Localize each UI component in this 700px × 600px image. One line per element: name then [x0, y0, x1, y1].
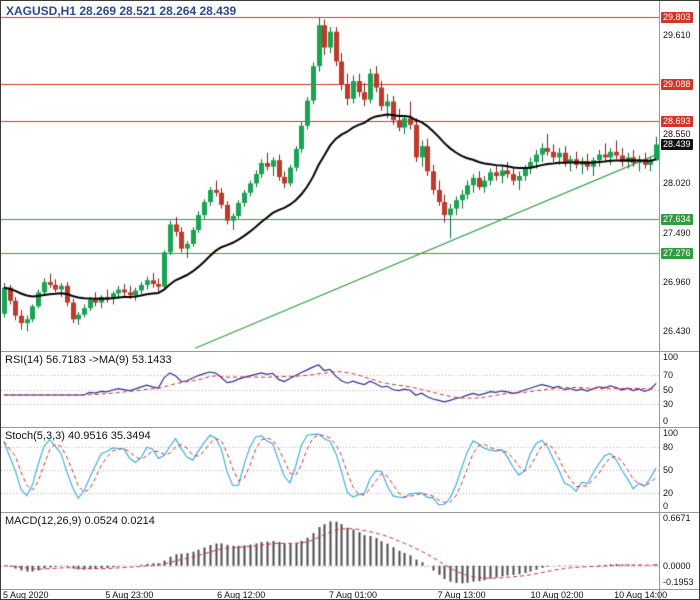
price-tick-label: 29.610	[663, 30, 691, 41]
stochastic-tick-label: 0	[663, 501, 669, 511]
stochastic-tick-label: 20	[663, 488, 674, 499]
time-tick-label: 7 Aug 13:00	[437, 590, 486, 600]
macd-canvas[interactable]	[1, 513, 659, 589]
price-tick-label: 27.490	[663, 227, 691, 238]
rsi-label: RSI(14) 56.7183 ->MA(9) 53.1433	[5, 354, 172, 366]
price-level-badge: 29.803	[661, 12, 693, 24]
rsi-canvas[interactable]	[1, 352, 659, 427]
stochastic-label: Stoch(5,3,3) 40.9516 35.3494	[5, 430, 151, 442]
panel-separator[interactable]	[1, 351, 699, 352]
time-tick-label: 7 Aug 01:00	[329, 590, 378, 600]
rsi-tick-label: 50	[663, 384, 674, 395]
rsi-tick-label: 0	[663, 416, 669, 426]
time-tick-label: 10 Aug 02:00	[530, 590, 584, 600]
rsi-tick-label: 30	[663, 398, 674, 409]
price-level-badge: 29.088	[661, 79, 693, 91]
stochastic-axis[interactable]: 100 80 50 20 0	[660, 428, 699, 512]
stochastic-canvas[interactable]	[1, 428, 659, 512]
time-tick-label: 5 Aug 23:00	[105, 590, 154, 600]
panel-separator[interactable]	[1, 512, 699, 513]
macd-label: MACD(12,26,9) 0.0524 0.0214	[5, 515, 155, 527]
chart-title: XAGUSD,H1 28.269 28.521 28.264 28.439	[6, 4, 237, 18]
price-tick-label: 28.020	[663, 178, 691, 189]
price-chart-canvas[interactable]	[1, 1, 659, 351]
time-tick-label: 5 Aug 2020	[3, 590, 49, 600]
rsi-axis[interactable]: 100 70 50 30 0	[660, 352, 699, 427]
panel-separator[interactable]	[1, 427, 699, 428]
time-tick-label: 10 Aug 14:00	[614, 590, 668, 600]
current-price-badge: 28.439	[661, 139, 693, 151]
price-tick-label: 28.550	[663, 129, 691, 140]
price-tick-label: 26.960	[663, 277, 691, 288]
price-chart-panel[interactable]: XAGUSD,H1 28.269 28.521 28.264 28.439 29…	[1, 1, 699, 351]
price-level-badge: 27.634	[661, 214, 693, 226]
macd-tick-label: 0.0000	[663, 560, 691, 571]
macd-panel[interactable]: MACD(12,26,9) 0.0524 0.0214 0.6671 0.0000…	[1, 513, 699, 589]
rsi-panel[interactable]: RSI(14) 56.7183 ->MA(9) 53.1433 100 70 50 3…	[1, 352, 699, 427]
rsi-tick-label: 70	[663, 370, 674, 381]
axis-separator[interactable]	[659, 1, 660, 599]
price-level-badge: 27.276	[661, 247, 693, 259]
time-tick-label: 6 Aug 12:00	[217, 590, 266, 600]
price-axis[interactable]: 29.610 28.550 28.020 27.490 26.960 26.430 29.8…	[660, 1, 699, 351]
macd-tick-label: -0.1953	[663, 577, 694, 588]
macd-axis[interactable]: 0.6671 0.0000 -0.1953	[660, 513, 699, 589]
rsi-tick-label: 100	[663, 352, 679, 362]
stochastic-tick-label: 50	[663, 465, 674, 475]
price-level-badge: 28.693	[661, 115, 693, 127]
time-axis[interactable]: 5 Aug 2020 5 Aug 23:00 6 Aug 12:00 7 Aug 01…	[1, 590, 699, 600]
panel-separator[interactable]	[1, 589, 699, 590]
macd-tick-label: 0.6671	[663, 513, 691, 523]
price-tick-label: 26.430	[663, 326, 691, 337]
stochastic-tick-label: 100	[663, 428, 679, 438]
stochastic-tick-label: 80	[663, 441, 674, 452]
stochastic-panel[interactable]: Stoch(5,3,3) 40.9516 35.3494 100 80 50 20 0	[1, 428, 699, 512]
